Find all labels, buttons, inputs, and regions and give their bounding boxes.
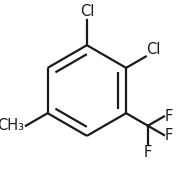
Text: F: F — [165, 109, 173, 124]
Text: CH₃: CH₃ — [0, 118, 25, 133]
Text: Cl: Cl — [80, 4, 94, 19]
Text: F: F — [165, 127, 173, 143]
Text: F: F — [144, 145, 152, 160]
Text: Cl: Cl — [147, 41, 161, 57]
